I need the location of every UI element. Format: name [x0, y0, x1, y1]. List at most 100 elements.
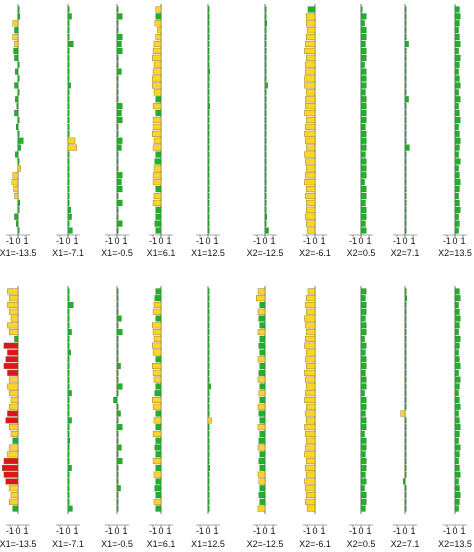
bar: [116, 110, 122, 117]
panel-2-10: -1 0 1 X2=13.5: [438, 286, 472, 549]
bar: [207, 505, 210, 512]
bar: [404, 295, 407, 302]
bar: [8, 424, 19, 431]
bar: [14, 192, 19, 200]
bar: [116, 451, 119, 458]
bar: [454, 110, 460, 117]
bar: [17, 158, 20, 165]
x-tick-label: -1: [349, 526, 357, 536]
bar: [264, 172, 267, 179]
bar: [7, 369, 19, 376]
bar: [67, 186, 70, 193]
bar: [116, 308, 119, 315]
bar: [304, 110, 316, 117]
bar: [264, 144, 267, 151]
bar: [207, 485, 210, 492]
bar: [404, 390, 407, 397]
bar: [116, 137, 123, 144]
bar: [404, 179, 407, 186]
bar: [454, 335, 461, 342]
bar: [153, 471, 162, 478]
x-tick-label: 0: [114, 236, 119, 246]
panel-2-5: -1 0 1 X1=12.5: [191, 286, 225, 549]
bar: [207, 458, 210, 465]
bar: [17, 116, 20, 124]
bar: [10, 430, 19, 437]
bar: [207, 13, 210, 20]
bar: [67, 34, 70, 41]
bar: [264, 213, 267, 220]
bar: [207, 424, 210, 431]
bar: [67, 492, 70, 499]
bar: [454, 192, 459, 200]
bar: [360, 288, 367, 295]
bar: [304, 369, 316, 376]
bar: [306, 54, 316, 61]
bar: [454, 458, 459, 465]
bar: [404, 349, 407, 356]
bar: [207, 322, 210, 329]
x-tick-label: 0: [158, 526, 163, 536]
bar: [360, 458, 367, 465]
bar: [7, 410, 19, 417]
bar: [454, 227, 459, 234]
bar: [454, 68, 459, 75]
bar: [360, 227, 367, 234]
bar: [264, 27, 267, 34]
panel-2-9: -1 0 1 X2=7.1: [391, 286, 419, 549]
bar: [15, 151, 19, 158]
panel-label: X1=-7.1: [52, 539, 84, 549]
bar: [404, 116, 407, 124]
bar: [207, 356, 210, 363]
bar: [360, 437, 367, 444]
bar: [116, 172, 123, 179]
bar: [116, 403, 119, 410]
bar: [360, 151, 366, 158]
bar: [13, 186, 19, 193]
bar: [306, 295, 316, 302]
bar: [257, 308, 266, 315]
bar: [404, 199, 407, 206]
bar: [404, 137, 407, 144]
panel-2-7: -1 0 1 X2=-6.1: [299, 286, 331, 549]
bar: [306, 308, 316, 315]
bar: [152, 329, 162, 336]
bar: [306, 417, 316, 424]
bar: [14, 213, 19, 220]
bar: [404, 110, 407, 117]
x-tick-label: 0: [262, 526, 267, 536]
bar: [153, 335, 162, 342]
bar: [67, 89, 70, 96]
bar: [404, 383, 407, 390]
bar: [404, 288, 407, 295]
bar: [259, 335, 266, 342]
bar: [67, 383, 70, 390]
bar: [264, 61, 267, 68]
bar: [207, 288, 210, 295]
bar: [454, 322, 460, 329]
bar: [454, 213, 459, 220]
bar: [404, 192, 407, 200]
bar: [153, 137, 162, 144]
bar: [67, 123, 70, 130]
bar: [305, 430, 316, 437]
bar: [360, 110, 367, 117]
bar: [207, 492, 210, 499]
bar: [360, 403, 367, 410]
x-tick-label: -1: [349, 236, 357, 246]
bar: [116, 116, 123, 124]
x-tick-label: 0: [205, 236, 210, 246]
bar: [264, 75, 267, 82]
x-tick-label: 1: [23, 236, 28, 246]
bar: [404, 13, 407, 20]
bar: [454, 151, 459, 158]
bar: [16, 220, 19, 227]
x-tick-label: -1: [56, 526, 64, 536]
x-tick-label: 1: [320, 236, 325, 246]
x-tick-label: 1: [166, 236, 171, 246]
bar: [207, 179, 210, 186]
bar: [116, 478, 119, 485]
bar: [259, 498, 266, 505]
bar: [454, 165, 459, 172]
x-tick-label: 0: [65, 236, 70, 246]
